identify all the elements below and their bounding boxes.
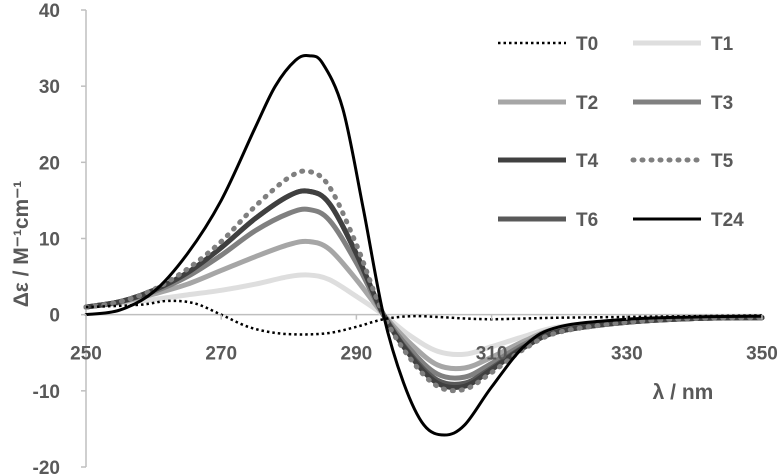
series-line-t2 [83,238,765,372]
y-tick-label: 30 [39,77,60,98]
x-tick-label: 310 [476,344,508,365]
y-tick-label: 0 [49,306,60,327]
y-tick-label: -20 [33,458,60,476]
y-axis-title: Δε / M⁻¹cm⁻¹ [10,181,33,308]
legend-label-t2: T2 [576,93,598,114]
legend: T0 T1 T2 T3 T4 T5 T6 T24 [498,34,744,231]
tick-labels: 40 30 20 10 0 -10 -20 250 270 290 310 330 350 [33,1,778,476]
legend-label-t0: T0 [576,34,598,55]
y-tick-label: 10 [39,230,60,251]
x-tick-label: 250 [70,344,102,365]
x-tick-label: 290 [341,344,373,365]
legend-label-t3: T3 [711,93,733,114]
legend-label-t6: T6 [576,210,598,231]
series-line-t24 [84,53,764,437]
series-line-t5 [83,168,765,394]
x-tick-label: 270 [205,344,237,365]
legend-label-t1: T1 [711,34,734,55]
legend-label-t24: T24 [711,210,744,231]
y-tick-label: -10 [33,382,60,403]
x-axis-title: λ / nm [653,381,714,404]
x-tick-label: 350 [746,344,778,365]
y-tick-label: 20 [39,153,60,174]
x-tick-label: 330 [611,344,643,365]
y-tick-label: 40 [39,1,60,22]
legend-label-t4: T4 [576,151,599,172]
legend-label-t5: T5 [711,151,734,172]
series-group [83,53,765,437]
